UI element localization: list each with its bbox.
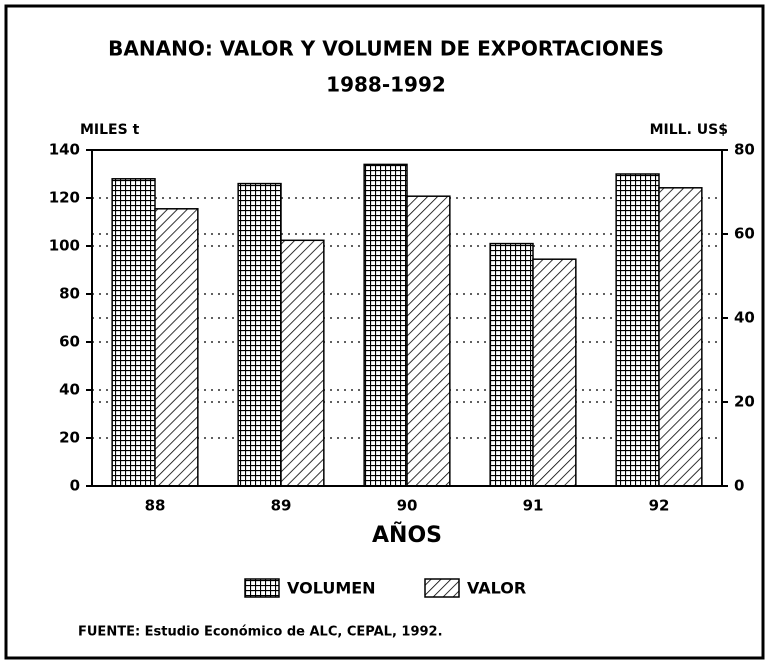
y-tick-label: 60 [59, 333, 80, 351]
plot-frame [91, 149, 723, 487]
y-tick-label: 140 [49, 141, 80, 159]
bar [111, 178, 156, 487]
bar [406, 195, 451, 487]
source-note: FUENTE: Estudio Económico de ALC, CEPAL,… [78, 625, 443, 640]
y-tick-label: 40 [59, 381, 80, 399]
y2-tick-label: 40 [734, 309, 755, 327]
y2-tick-label: 0 [734, 477, 744, 495]
y-tick-label: 120 [49, 189, 80, 207]
y-tick-label: 80 [59, 285, 80, 303]
bar [363, 163, 408, 487]
x-tick-label: 90 [397, 497, 418, 515]
x-tick-label: 91 [523, 497, 544, 515]
bar [489, 242, 534, 487]
x-axis-label: AÑOS [372, 522, 442, 548]
bar [280, 239, 325, 487]
x-tick-label: 92 [649, 497, 670, 515]
y-axis-label: MILES t [80, 122, 140, 138]
chart-title: BANANO: VALOR Y VOLUMEN DE EXPORTACIONES [108, 37, 664, 61]
legend-label: VALOR [467, 579, 526, 598]
frame [4, 4, 765, 660]
y2-axis-label: MILL. US$ [650, 122, 728, 138]
bar [658, 187, 703, 487]
y-tick-label: 100 [49, 237, 80, 255]
bar [237, 182, 282, 487]
legend-label: VOLUMEN [287, 579, 376, 598]
bar [154, 208, 199, 487]
legend-swatch [424, 578, 460, 598]
bar [615, 173, 660, 487]
x-tick-label: 88 [145, 497, 166, 515]
y-tick-label: 20 [59, 429, 80, 447]
bar [532, 258, 577, 487]
y-tick-label: 0 [70, 477, 80, 495]
y2-tick-label: 80 [734, 141, 755, 159]
x-tick-label: 89 [271, 497, 292, 515]
y2-tick-label: 60 [734, 225, 755, 243]
y2-tick-label: 20 [734, 393, 755, 411]
legend-swatch [244, 578, 280, 598]
chart-subtitle: 1988-1992 [326, 73, 446, 97]
